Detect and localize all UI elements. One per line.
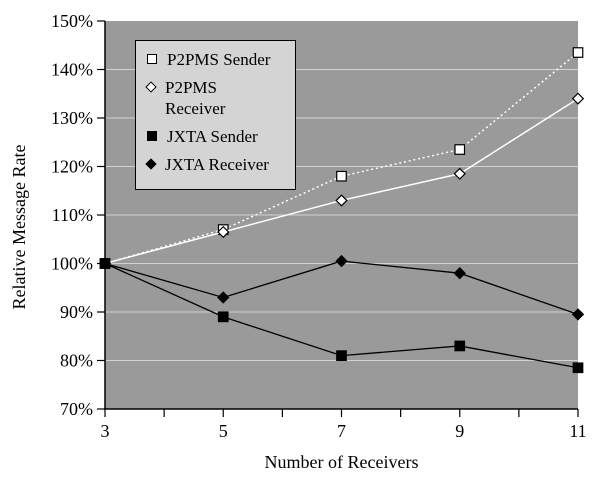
marker-jxta-sender [572, 362, 584, 374]
marker-jxta-receiver [571, 308, 585, 321]
legend-label: JXTA Sender [167, 127, 258, 146]
series-layer [98, 47, 585, 374]
legend-label: P2PMS Receiver [165, 78, 226, 118]
marker-jxta-sender [217, 311, 229, 323]
marker-jxta-receiver [217, 291, 230, 304]
y-tick-label: 150% [51, 11, 93, 31]
y-tick-label: 130% [51, 108, 93, 128]
marker-p2pms-sender [454, 144, 466, 155]
axes [97, 20, 579, 417]
open-square-marker-icon [147, 54, 157, 64]
y-axis-title: Relative Message Rate [9, 144, 29, 310]
series-line-p2pms-sender [104, 51, 579, 265]
y-tick-label: 70% [60, 399, 93, 419]
y-tick-label: 90% [60, 302, 93, 322]
x-tick-label: 7 [337, 421, 346, 441]
legend-label: P2PMS Sender [167, 50, 271, 69]
marker-jxta-sender [454, 340, 466, 352]
y-tick-label: 110% [52, 205, 93, 225]
marker-p2pms-sender [572, 47, 584, 58]
filled-diamond-marker-icon [145, 158, 157, 170]
legend: P2PMS Sender P2PMS Receiver JXTA Sender … [135, 40, 296, 190]
legend-item-jxta-receiver: JXTA Receiver [145, 154, 291, 175]
legend-item-jxta-sender: JXTA Sender [147, 126, 291, 147]
legend-item-p2pms-receiver: P2PMS Receiver [145, 77, 291, 119]
x-tick-label: 11 [569, 421, 586, 441]
x-tick-label: 9 [455, 421, 464, 441]
y-tick-label: 80% [60, 351, 93, 371]
y-tick-label: 140% [51, 60, 93, 80]
marker-p2pms-receiver [453, 167, 466, 180]
x-axis-title: Number of Receivers [264, 452, 419, 472]
marker-p2pms-receiver [571, 92, 585, 105]
legend-label: JXTA Receiver [165, 155, 269, 174]
marker-jxta-sender [99, 258, 111, 269]
marker-p2pms-sender [336, 170, 347, 182]
marker-p2pms-receiver [217, 225, 230, 239]
marker-p2pms-receiver [335, 194, 348, 207]
marker-jxta-receiver [335, 254, 348, 268]
y-tick-label: 120% [51, 157, 93, 177]
tick-labels: 70% 80% 90% 100% 110% 120% 130% 140% 150% 3 5 7 9 11 [51, 11, 587, 441]
marker-jxta-receiver [453, 267, 466, 280]
x-tick-label: 5 [219, 421, 228, 441]
filled-square-marker-icon [147, 131, 157, 141]
marker-jxta-sender [336, 350, 347, 361]
x-tick-label: 3 [101, 421, 110, 441]
open-diamond-marker-icon [145, 81, 157, 93]
legend-item-p2pms-sender: P2PMS Sender [147, 49, 291, 70]
y-tick-label: 100% [51, 254, 93, 274]
